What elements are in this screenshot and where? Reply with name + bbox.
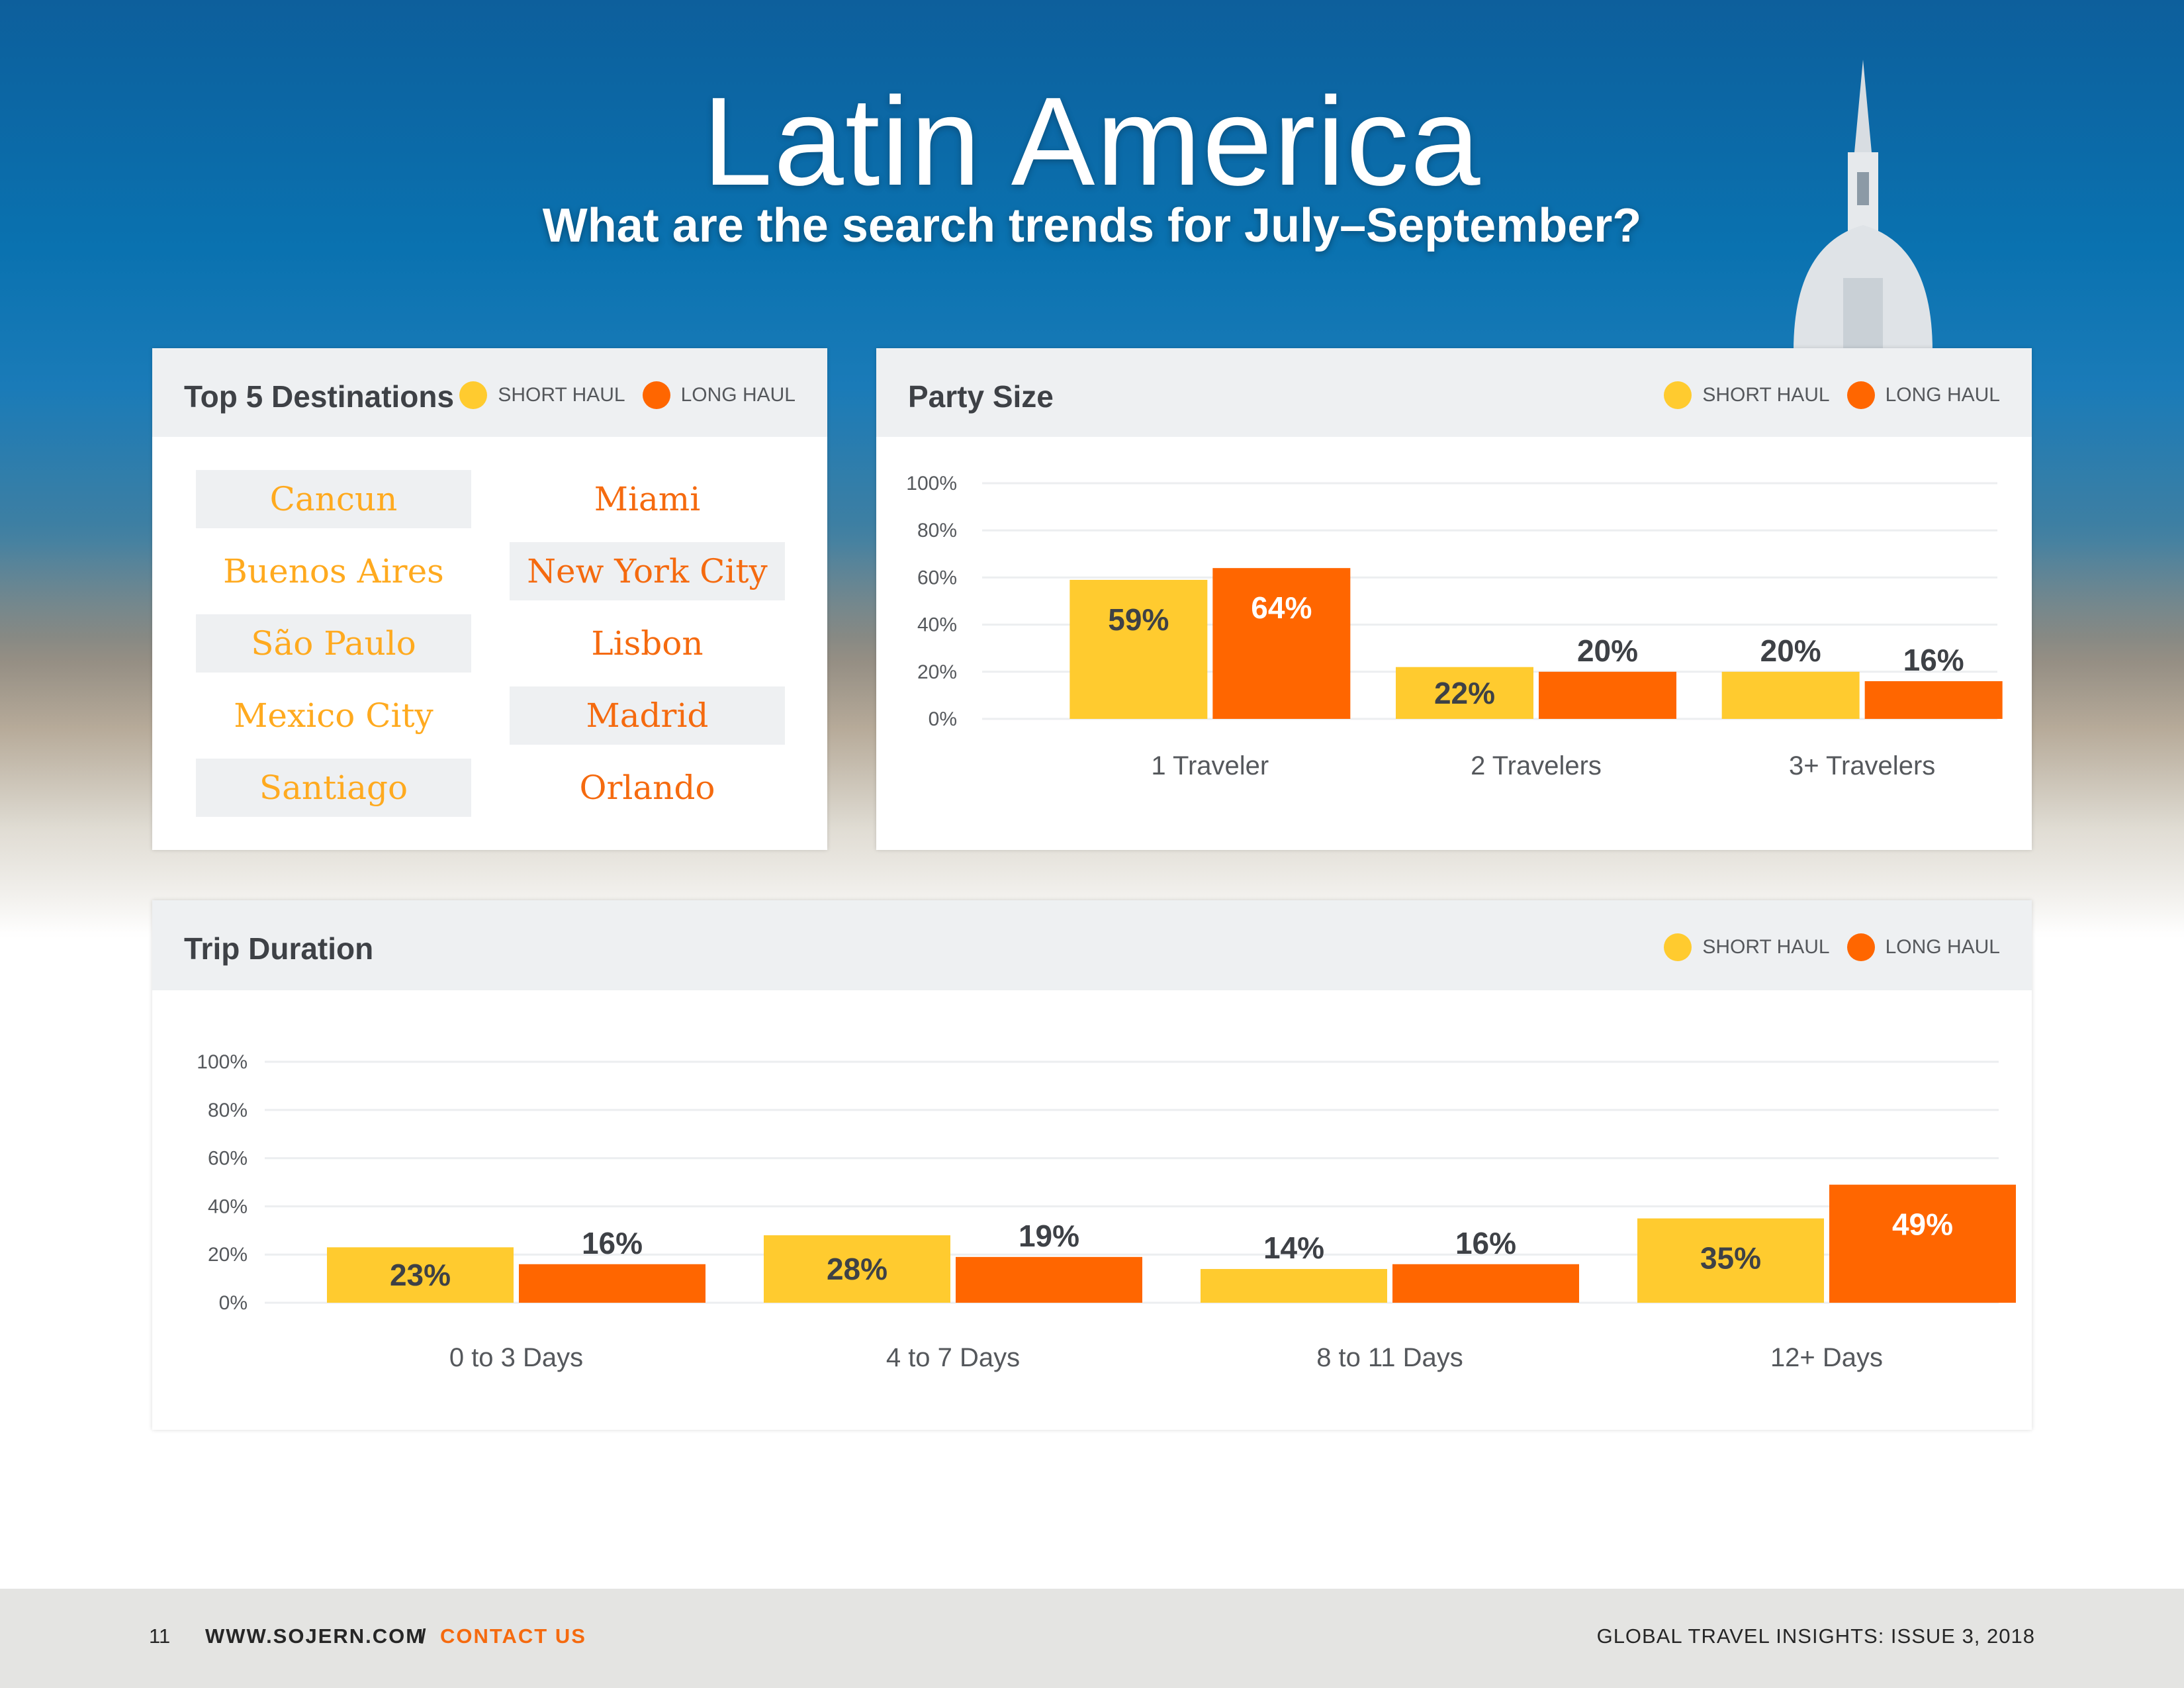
long-haul-legend-label: LONG HAUL [680,384,796,406]
party-size-title: Party Size [908,379,1054,414]
bar-long-haul [956,1256,1142,1303]
data-label: 64% [1251,590,1312,625]
long-haul-destination: New York City [510,542,785,600]
data-label: 16% [1903,643,1964,677]
bar-long-haul [1864,681,2003,719]
y-tick-label: 60% [917,567,957,588]
long-haul-legend-swatch [1846,381,1875,409]
destinations-title: Top 5 Destinations [184,379,455,414]
short-haul-destination: Santiago [196,759,471,817]
x-category-label: 3+ Travelers [1789,751,1935,780]
data-label: 16% [582,1226,643,1260]
publication-issue: GLOBAL TRAVEL INSIGHTS: ISSUE 3, 2018 [1596,1624,2035,1648]
trip-duration-title: Trip Duration [184,931,374,966]
x-category-label: 8 to 11 Days [1316,1343,1463,1372]
x-category-label: 0 to 3 Days [449,1343,583,1372]
data-label: 16% [1455,1226,1516,1260]
bar-long-haul [1392,1264,1579,1303]
short-haul-destination: São Paulo [196,614,471,673]
trip-duration-chart: 0% 20% 40% 60% 80% 100% 23% 16% 0 to 3 Days 28% 19… [197,1051,2016,1372]
bar-long-haul [1212,568,1351,719]
short-haul-legend-swatch [459,381,488,409]
short-haul-legend-label: SHORT HAUL [1702,384,1830,406]
short-haul-legend-swatch [1664,933,1692,961]
y-tick-label: 20% [917,661,957,683]
long-haul-destination: Orlando [579,769,715,807]
data-label: 23% [390,1258,451,1292]
short-haul-legend-label: SHORT HAUL [1702,936,1830,958]
data-label: 19% [1019,1219,1079,1253]
party-size-card-header: Party Size SHORT HAUL LONG HAUL [876,348,2032,437]
party-size-card: Party Size SHORT HAUL LONG HAUL 0% 20% 40%… [876,348,2032,850]
data-label: 59% [1108,602,1169,637]
x-category-label: 12+ Days [1770,1343,1883,1372]
trip-duration-card: Trip Duration SHORT HAUL LONG HAUL 0% 20%… [152,900,2032,1430]
trip-duration-legend: SHORT HAUL LONG HAUL [1664,933,2000,961]
short-haul-destination: Mexico City [234,696,433,735]
page-subtitle: What are the search trends for July–Sept… [542,199,1642,252]
bar-short-haul [1069,579,1208,719]
page-number: 11 [149,1624,171,1648]
long-haul-legend-label: LONG HAUL [1885,936,2000,958]
long-haul-destination: Lisbon [591,624,704,663]
short-haul-destination: Cancun [196,470,471,528]
data-label: 35% [1700,1241,1761,1276]
y-tick-label: 40% [208,1196,248,1217]
long-haul-destination: Miami [594,480,701,518]
page-title: Latin America [702,71,1482,212]
footer: 11 WWW.SOJERN.COM / CONTACT US GLOBAL TR… [0,1589,2184,1688]
y-tick-label: 100% [197,1051,248,1073]
y-tick-label: 80% [917,520,957,541]
y-tick-label: 0% [929,708,957,730]
bar-short-haul [1201,1269,1387,1303]
destinations-card: Top 5 Destinations SHORT HAUL LONG HAUL … [152,348,827,850]
data-label: 14% [1263,1231,1324,1265]
y-tick-label: 20% [208,1244,248,1266]
y-tick-label: 80% [208,1100,248,1121]
bar-long-haul [1829,1184,2016,1303]
long-haul-destination: Madrid [510,686,785,745]
short-haul-legend-label: SHORT HAUL [498,384,625,406]
long-haul-legend-label: LONG HAUL [1885,384,2000,406]
y-tick-label: 40% [917,614,957,636]
party-size-chart: 0% 20% 40% 60% 80% 100% 59% 64% 1 Traveler 22% 20%… [906,473,2003,780]
bar-short-haul [327,1247,514,1303]
footer-separator: / [420,1624,426,1648]
party-size-legend: SHORT HAUL LONG HAUL [1664,381,2000,409]
x-category-label: 4 to 7 Days [886,1343,1020,1372]
bar-short-haul [1721,671,1860,719]
trip-duration-card-header: Trip Duration SHORT HAUL LONG HAUL [152,900,2032,990]
cathedral-spire-illustration [1794,60,1933,351]
x-category-label: 1 Traveler [1151,751,1269,780]
long-haul-legend-swatch [1846,933,1875,961]
data-label: 49% [1892,1207,1953,1242]
y-tick-label: 100% [906,473,957,494]
y-tick-label: 60% [208,1148,248,1170]
contact-us-link[interactable]: CONTACT US [440,1624,586,1648]
data-label: 20% [1577,633,1638,668]
bar-short-haul [764,1235,950,1303]
destinations-legend: SHORT HAUL LONG HAUL [459,381,796,409]
data-label: 22% [1434,676,1495,710]
destinations-card-header: Top 5 Destinations SHORT HAUL LONG HAUL [152,348,827,437]
short-haul-legend-swatch [1664,381,1692,409]
bar-long-haul [1539,671,1676,719]
bar-long-haul [519,1264,705,1303]
website-link[interactable]: WWW.SOJERN.COM [205,1624,425,1648]
bar-short-haul [1396,667,1533,719]
y-tick-label: 0% [219,1292,248,1314]
short-haul-destination: Buenos Aires [223,552,444,590]
bar-short-haul [1637,1218,1824,1303]
data-label: 20% [1760,633,1821,668]
long-haul-legend-swatch [642,381,670,409]
x-category-label: 2 Travelers [1471,751,1602,780]
data-label: 28% [827,1252,887,1286]
